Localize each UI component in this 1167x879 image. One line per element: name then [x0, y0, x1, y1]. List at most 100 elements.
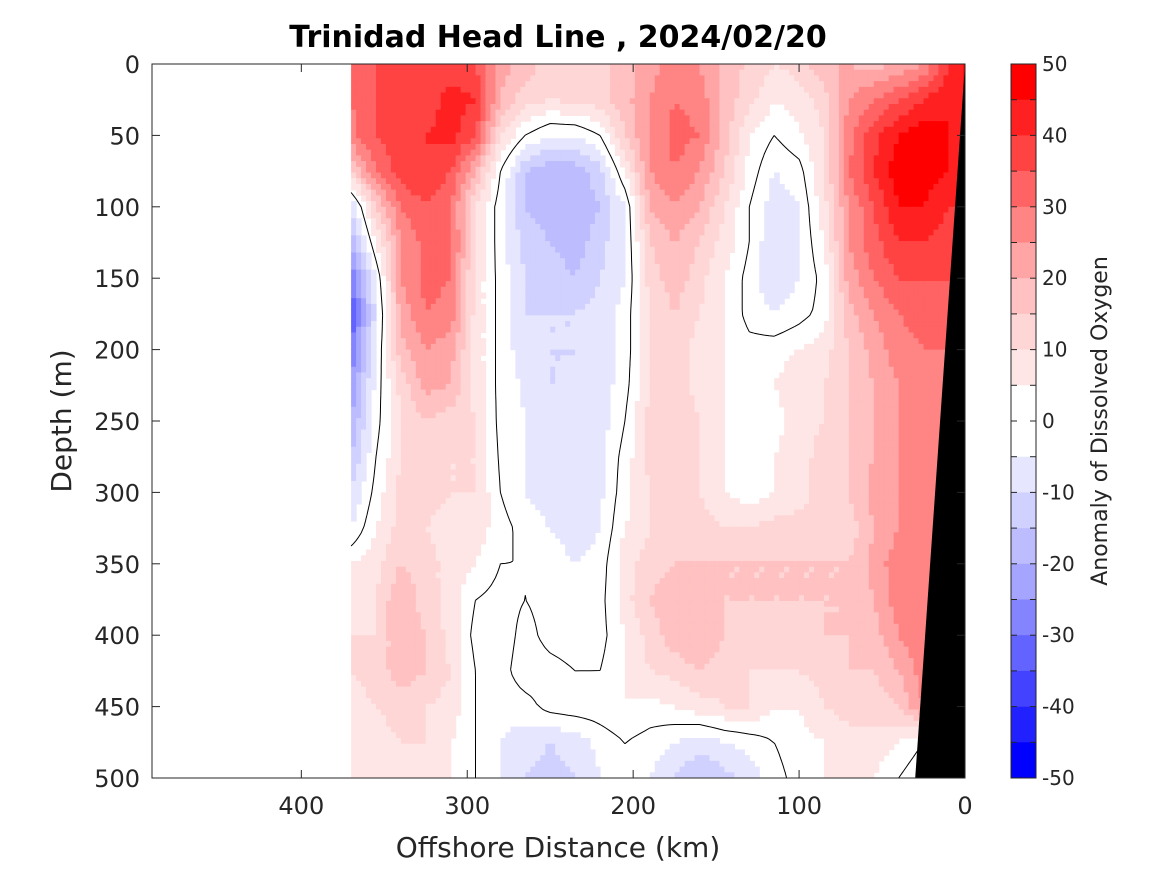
field-cell: [659, 286, 666, 294]
field-cell: [614, 195, 621, 202]
field-cell: [430, 178, 437, 185]
field-cell: [729, 121, 735, 128]
field-cell: [649, 321, 656, 328]
field-cell: [664, 132, 671, 139]
field-cell: [719, 292, 726, 299]
field-cell: [809, 109, 815, 117]
field-cell: [450, 166, 457, 174]
field-cell: [714, 92, 721, 99]
field-cell: [719, 92, 726, 99]
field-cell: [684, 269, 691, 276]
field-cell: [853, 172, 860, 179]
field-cell: [923, 143, 930, 151]
field-cell: [784, 86, 790, 94]
field-cell: [430, 195, 437, 202]
field-cell: [863, 75, 870, 82]
field-cell: [366, 321, 372, 328]
field-cell: [410, 303, 417, 311]
field-cell: [390, 321, 397, 328]
field-cell: [689, 212, 696, 219]
field-cell: [475, 258, 482, 265]
field-cell: [684, 229, 691, 236]
field-cell: [689, 75, 696, 82]
field-cell: [460, 309, 467, 316]
field-cell: [674, 103, 681, 111]
field-cell: [530, 212, 536, 219]
field-cell: [366, 269, 372, 276]
field-cell: [410, 326, 417, 334]
field-cell: [699, 166, 706, 174]
field-cell: [779, 183, 785, 191]
field-cell: [863, 161, 870, 168]
field-cell: [848, 286, 855, 294]
field-cell: [709, 195, 716, 202]
field-cell: [838, 218, 845, 225]
field-cell: [888, 286, 895, 294]
field-cell: [654, 286, 661, 294]
field-cell: [585, 64, 591, 71]
field-cell: [878, 178, 885, 185]
field-cell: [858, 86, 865, 94]
field-cell: [525, 172, 531, 179]
field-cell: [669, 115, 676, 122]
field-cell: [470, 143, 477, 151]
field-cell: [833, 189, 840, 196]
field-cell: [779, 64, 785, 71]
field-cell: [853, 183, 860, 191]
field-cell: [928, 172, 935, 179]
field-cell: [863, 281, 870, 288]
field-cell: [843, 178, 850, 185]
field-cell: [450, 229, 457, 236]
field-cell: [405, 303, 412, 311]
field-cell: [734, 86, 740, 94]
field-cell: [614, 292, 621, 299]
field-cell: [565, 229, 571, 236]
field-cell: [848, 126, 855, 134]
field-cell: [450, 275, 457, 282]
field-cell: [356, 183, 362, 191]
field-cell: [913, 138, 920, 145]
field-cell: [699, 178, 706, 185]
field-cell: [405, 183, 412, 191]
field-cell: [873, 201, 880, 208]
field-cell: [445, 189, 452, 196]
field-cell: [714, 298, 721, 305]
field-cell: [933, 161, 940, 168]
field-cell: [719, 115, 726, 122]
field-cell: [575, 263, 581, 271]
field-cell: [510, 121, 516, 128]
field-cell: [609, 241, 616, 248]
field-cell: [734, 166, 740, 174]
field-cell: [520, 321, 526, 328]
field-cell: [535, 303, 541, 311]
field-cell: [575, 201, 581, 208]
field-cell: [480, 189, 487, 196]
field-cell: [883, 281, 890, 288]
field-cell: [734, 103, 740, 111]
field-cell: [843, 69, 850, 77]
field-cell: [749, 92, 755, 99]
field-cell: [694, 172, 701, 179]
field-cell: [704, 115, 711, 122]
field-cell: [599, 195, 606, 202]
field-cell: [739, 178, 745, 185]
field-cell: [405, 332, 412, 339]
field-cell: [913, 161, 920, 168]
field-cell: [356, 321, 362, 328]
field-cell: [634, 172, 641, 179]
field-cell: [888, 166, 895, 174]
field-cell: [470, 241, 477, 248]
field-cell: [833, 218, 840, 225]
field-cell: [838, 183, 845, 191]
field-cell: [351, 115, 357, 122]
field-cell: [843, 263, 850, 271]
field-cell: [545, 212, 551, 219]
field-cell: [450, 75, 457, 82]
field-cell: [425, 223, 432, 231]
field-cell: [833, 132, 840, 139]
field-cell: [599, 223, 606, 231]
field-cell: [445, 172, 452, 179]
field-cell: [420, 81, 427, 88]
field-cell: [948, 223, 954, 231]
field-cell: [719, 201, 726, 208]
